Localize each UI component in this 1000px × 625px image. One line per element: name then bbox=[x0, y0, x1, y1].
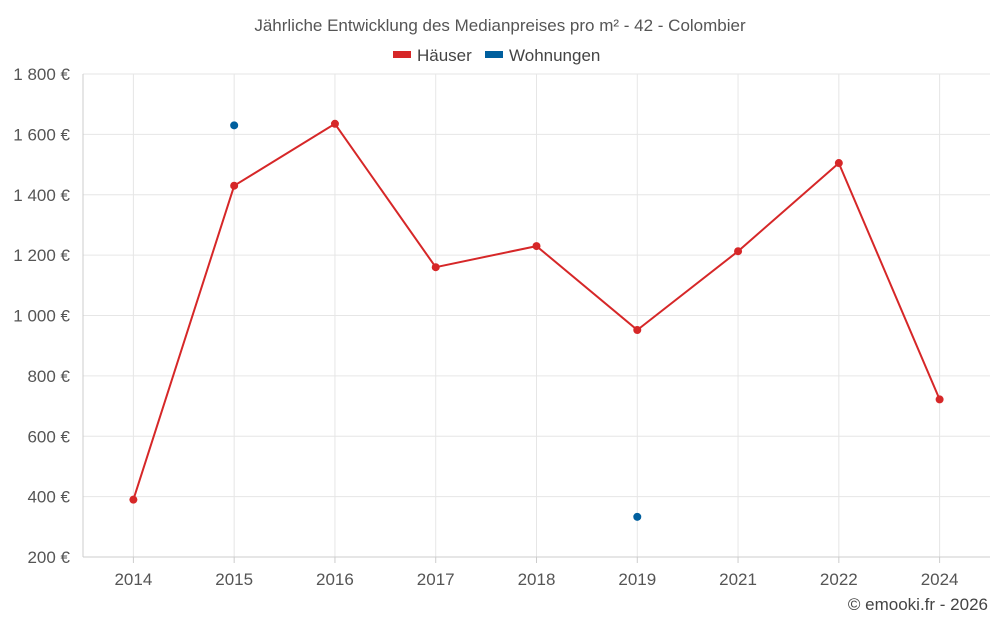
legend-swatch-haeuser bbox=[393, 51, 411, 58]
y-tick-label: 800 € bbox=[27, 367, 70, 386]
data-point-wohnungen-2019[interactable]: Wohnungen 2019: 333 € bbox=[633, 512, 642, 521]
y-tick-label: 1 600 € bbox=[13, 125, 70, 144]
x-tick-label: 2015 bbox=[215, 570, 253, 589]
data-point-haeuser-2015[interactable]: Häuser 2015: 1430 € bbox=[230, 181, 239, 190]
legend-item-wohnungen[interactable]: Wohnungen bbox=[485, 46, 600, 65]
legend-item-haeuser[interactable]: Häuser bbox=[393, 46, 472, 65]
x-tick-label: 2018 bbox=[518, 570, 556, 589]
x-tick-label: 2024 bbox=[921, 570, 959, 589]
data-point-haeuser-2014[interactable]: Häuser 2014: 390 € bbox=[129, 495, 138, 504]
data-point-haeuser-2018[interactable]: Häuser 2018: 1230 € bbox=[532, 242, 541, 251]
y-tick-label: 1 800 € bbox=[13, 65, 70, 84]
x-axis-ticks: 2014 2015 2016 2017 2018 2019 2021 2022 2024 bbox=[114, 570, 958, 589]
y-tick-label: 600 € bbox=[27, 427, 70, 446]
x-tick-label: 2014 bbox=[114, 570, 152, 589]
x-tick-label: 2022 bbox=[820, 570, 858, 589]
y-axis-ticks: 200 € 400 € 600 € 800 € 1 000 € 1 200 € 1 400 … bbox=[13, 65, 70, 567]
y-tick-label: 1 200 € bbox=[13, 246, 70, 265]
axes bbox=[82, 74, 990, 563]
grid bbox=[83, 73, 990, 557]
y-tick-label: 400 € bbox=[27, 488, 70, 507]
x-tick-label: 2017 bbox=[417, 570, 455, 589]
credit: © emooki.fr - 2026 bbox=[848, 595, 988, 614]
legend-label-wohnungen: Wohnungen bbox=[509, 46, 600, 65]
data-point-haeuser-2016[interactable]: Häuser 2016: 1635 € bbox=[330, 119, 339, 128]
y-tick-label: 1 400 € bbox=[13, 186, 70, 205]
data-point-haeuser-2021[interactable]: Häuser 2021: 1213 € bbox=[734, 247, 743, 256]
legend-swatch-wohnungen bbox=[485, 51, 503, 58]
data-point-haeuser-2022[interactable]: Häuser 2022: 1505 € bbox=[834, 159, 843, 168]
legend-label-haeuser: Häuser bbox=[417, 46, 472, 65]
chart-title: Jährliche Entwicklung des Medianpreises … bbox=[254, 16, 746, 35]
data-point-haeuser-2024[interactable]: Häuser 2024: 722 € bbox=[935, 395, 944, 404]
x-tick-label: 2021 bbox=[719, 570, 757, 589]
y-tick-label: 1 000 € bbox=[13, 307, 70, 326]
data-point-haeuser-2017[interactable]: Häuser 2017: 1160 € bbox=[431, 263, 440, 272]
x-tick-label: 2016 bbox=[316, 570, 354, 589]
x-tick-label: 2019 bbox=[618, 570, 656, 589]
data-point-wohnungen-2015[interactable]: Wohnungen 2015: 1630 € bbox=[230, 121, 239, 130]
y-tick-label: 200 € bbox=[27, 548, 70, 567]
series: Häuser 2014: 390 € Häuser 2015: 1430 € Häu… bbox=[129, 119, 944, 521]
legend: Häuser Wohnungen bbox=[393, 46, 600, 65]
data-point-haeuser-2019[interactable]: Häuser 2019: 952 € bbox=[633, 325, 642, 334]
